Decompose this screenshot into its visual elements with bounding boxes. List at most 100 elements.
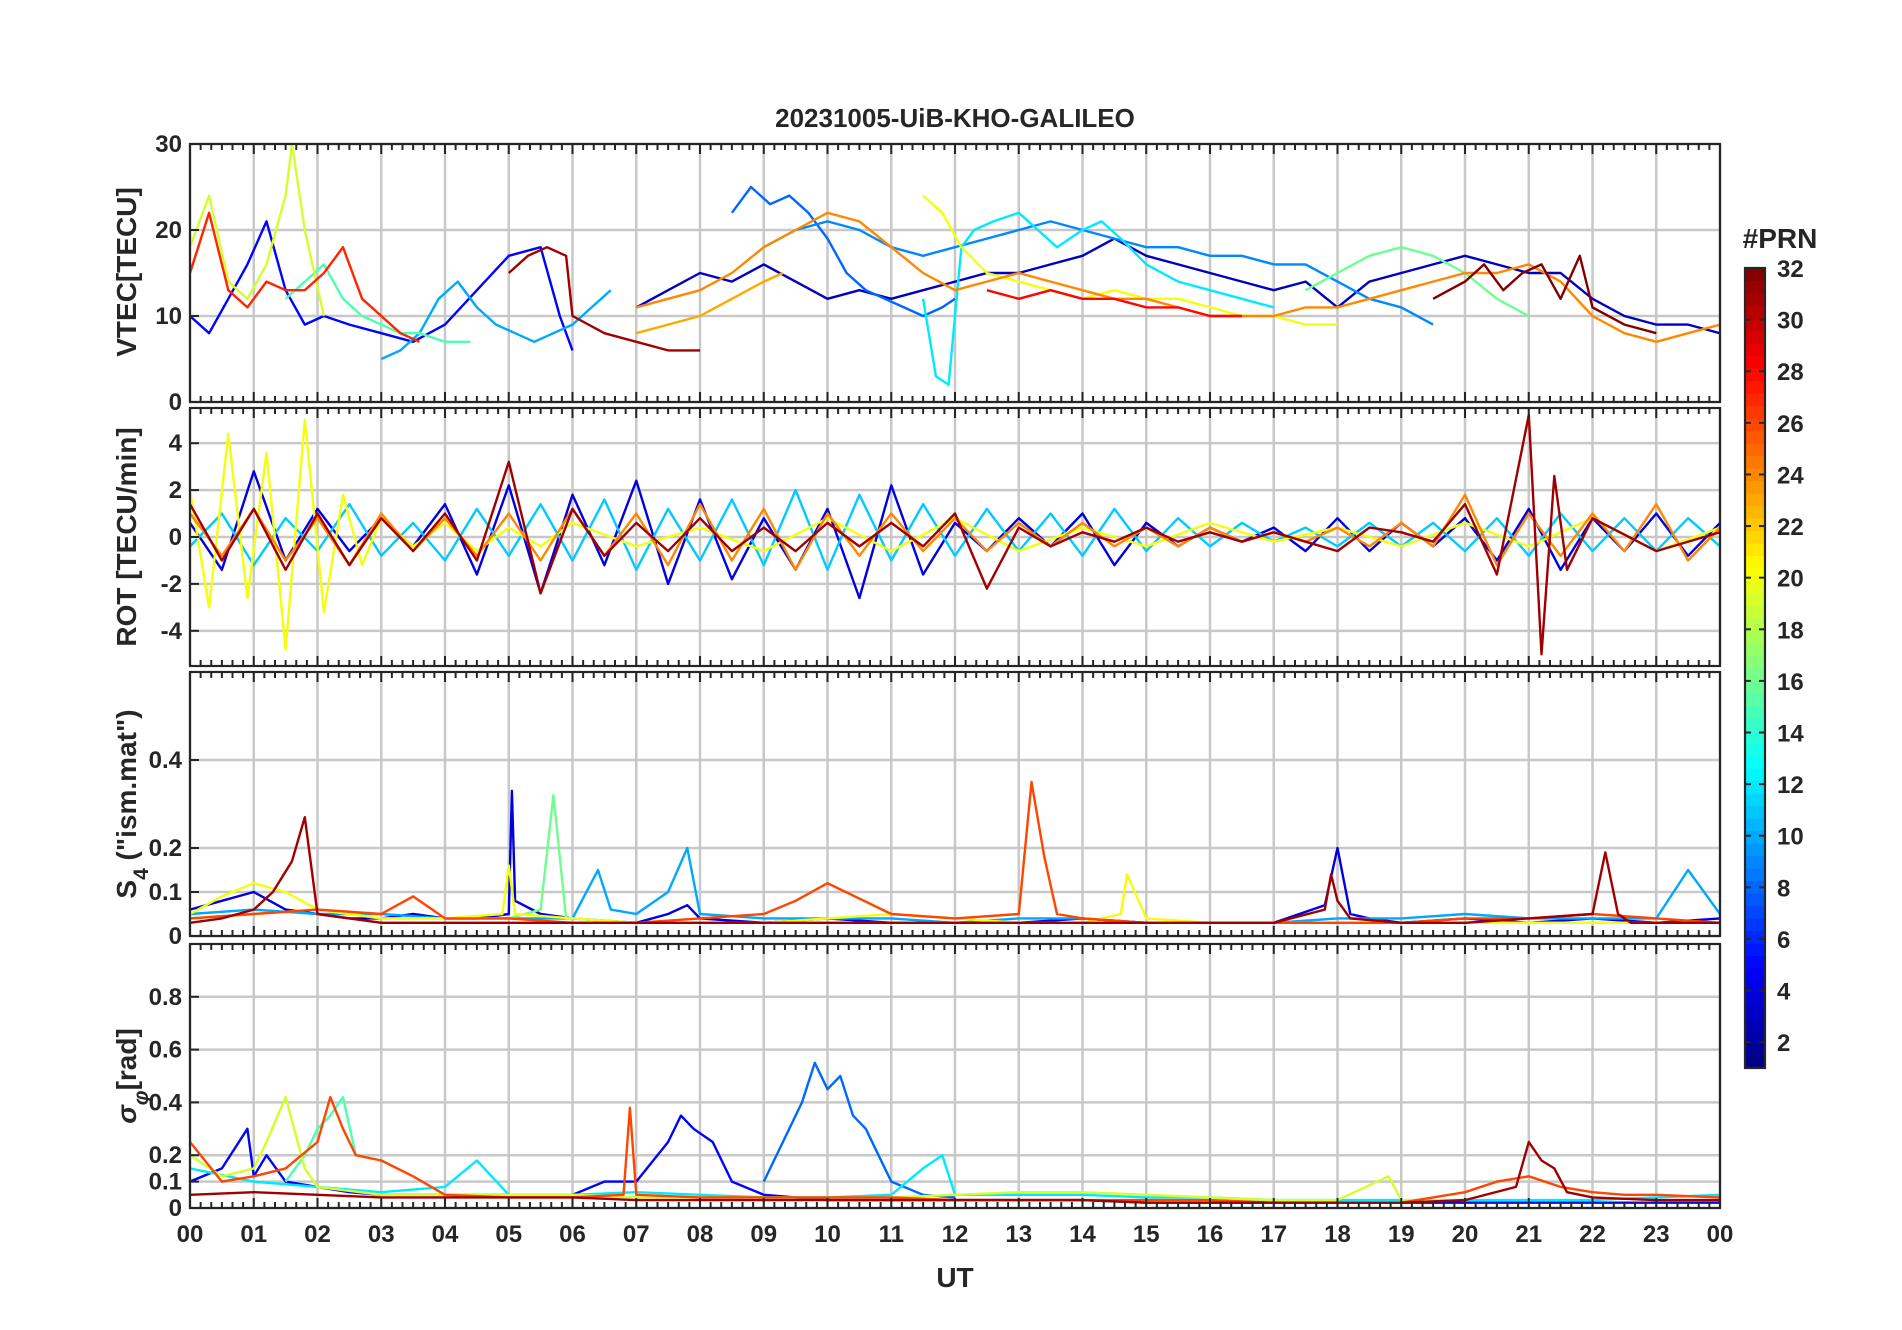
- colorbar-segment: [1745, 530, 1765, 544]
- colorbar-segment: [1745, 930, 1765, 944]
- x-tick-label: 03: [368, 1221, 395, 1248]
- colorbar-tick-label: 14: [1777, 721, 1804, 748]
- colorbar-segment: [1745, 943, 1765, 957]
- colorbar-segment: [1745, 618, 1765, 632]
- y-tick-label: 10: [155, 303, 182, 330]
- y-axis-label-rest: [rad]: [111, 1028, 142, 1090]
- y-axis-label: σφ[rad]: [111, 1028, 153, 1124]
- colorbar-segment: [1745, 980, 1765, 994]
- colorbar-tick-label: 16: [1777, 669, 1804, 696]
- y-tick-label: 20: [155, 217, 182, 244]
- y-axis-label: ROT [TECU/min]: [111, 427, 142, 646]
- x-tick-label: 09: [750, 1221, 777, 1248]
- colorbar-segment: [1745, 718, 1765, 732]
- colorbar-segment: [1745, 280, 1765, 294]
- y-tick-label: 30: [155, 131, 182, 158]
- colorbar-tick-label: 10: [1777, 824, 1804, 851]
- colorbar-tick-label: 20: [1777, 566, 1804, 593]
- colorbar-tick-label: 24: [1777, 462, 1804, 489]
- rot-panel: -4 -2 0 2 4 ROT [TECU/min]: [111, 406, 1722, 668]
- y-axis-label-subscript: φ: [130, 1090, 153, 1105]
- colorbar-segment: [1745, 605, 1765, 619]
- colorbar-segment: [1745, 1030, 1765, 1044]
- colorbar-segment: [1745, 455, 1765, 469]
- series-line-prn-28: [986, 289, 1242, 318]
- y-tick-label: -2: [161, 571, 182, 598]
- colorbar-tick-label: 6: [1777, 927, 1790, 954]
- series-line-prn-20: [922, 194, 1338, 326]
- colorbar-segment: [1745, 630, 1765, 644]
- colorbar-segment: [1745, 418, 1765, 432]
- colorbar-segment: [1745, 880, 1765, 894]
- y-tick-label: 0: [169, 389, 182, 416]
- x-tick-label: 12: [942, 1221, 969, 1248]
- colorbar-segment: [1745, 568, 1765, 582]
- y-axis-label-subscript: 4: [130, 868, 153, 880]
- series-group: [190, 780, 1720, 924]
- y-tick-label: 4: [169, 430, 183, 457]
- x-tick-label: 23: [1643, 1221, 1670, 1248]
- y-axis-label-main: σ: [111, 1104, 142, 1124]
- colorbar-segment: [1745, 1043, 1765, 1057]
- colorbar-tick-label: 30: [1777, 308, 1804, 335]
- colorbar-segment: [1745, 468, 1765, 482]
- y-tick-label: -4: [161, 618, 183, 645]
- colorbar-segment: [1745, 743, 1765, 757]
- colorbar-segment: [1745, 780, 1765, 794]
- y-tick-label: 0.1: [149, 879, 182, 906]
- series-line-prn-19: [190, 144, 326, 317]
- y-tick-label: 0: [169, 923, 182, 950]
- colorbar-segment: [1745, 480, 1765, 494]
- x-tick-label: 19: [1388, 1221, 1415, 1248]
- colorbar-tick-label: 12: [1777, 772, 1804, 799]
- colorbar-segment: [1745, 368, 1765, 382]
- y-tick-label: 0.1: [149, 1169, 182, 1196]
- y-tick-label: 0.2: [149, 1142, 182, 1169]
- x-tick-label: 00: [1707, 1221, 1734, 1248]
- colorbar-segment: [1745, 330, 1765, 344]
- x-tick-label: 16: [1197, 1221, 1224, 1248]
- colorbar-tick-label: 28: [1777, 359, 1804, 386]
- series-line-prn-16: [1305, 245, 1530, 318]
- colorbar-segment: [1745, 343, 1765, 357]
- colorbar-segment: [1745, 655, 1765, 669]
- x-tick-label: 04: [432, 1221, 459, 1248]
- colorbar-segment: [1745, 768, 1765, 782]
- y-axis-label-main: S: [111, 880, 142, 899]
- x-axis-label: UT: [936, 1262, 973, 1293]
- x-tick-label: 18: [1324, 1221, 1351, 1248]
- colorbar-segment: [1745, 868, 1765, 882]
- series-line-prn-31: [190, 413, 1720, 656]
- colorbar-tick-label: 4: [1777, 979, 1791, 1006]
- colorbar-title: #PRN: [1743, 223, 1818, 254]
- colorbar-segment: [1745, 543, 1765, 557]
- x-tick-label: 20: [1452, 1221, 1479, 1248]
- x-tick-label: 05: [495, 1221, 522, 1248]
- sigma-phi-panel: 00.10.2 0.4 0.6 0.8 σφ[rad]: [111, 942, 1722, 1222]
- series-line-prn-27: [190, 211, 420, 343]
- y-tick-label: 0.6: [149, 1037, 182, 1064]
- x-tick-label: 13: [1005, 1221, 1032, 1248]
- colorbar-segment: [1745, 643, 1765, 657]
- colorbar-segment: [1745, 493, 1765, 507]
- colorbar-segment: [1745, 593, 1765, 607]
- colorbar-segment: [1745, 305, 1765, 319]
- chart-title: 20231005-UiB-KHO-GALILEO: [775, 103, 1135, 133]
- colorbar-segment: [1745, 555, 1765, 569]
- colorbar-segment: [1745, 430, 1765, 444]
- colorbar-segment: [1745, 318, 1765, 332]
- x-tick-label: 02: [304, 1221, 331, 1248]
- series-line-prn-10: [380, 280, 612, 361]
- colorbar-segment: [1745, 968, 1765, 982]
- y-axis-label: S4 ("ism.mat"): [111, 709, 153, 898]
- colorbar-segment: [1745, 580, 1765, 594]
- colorbar-segment: [1745, 855, 1765, 869]
- colorbar-frame: [1743, 266, 1767, 1070]
- series-line-prn-26: [190, 1095, 1720, 1204]
- series-line-prn-24: [635, 211, 1720, 343]
- colorbar-segment: [1745, 268, 1765, 282]
- colorbar-segment: [1745, 818, 1765, 832]
- series-line-prn-31: [190, 816, 1720, 924]
